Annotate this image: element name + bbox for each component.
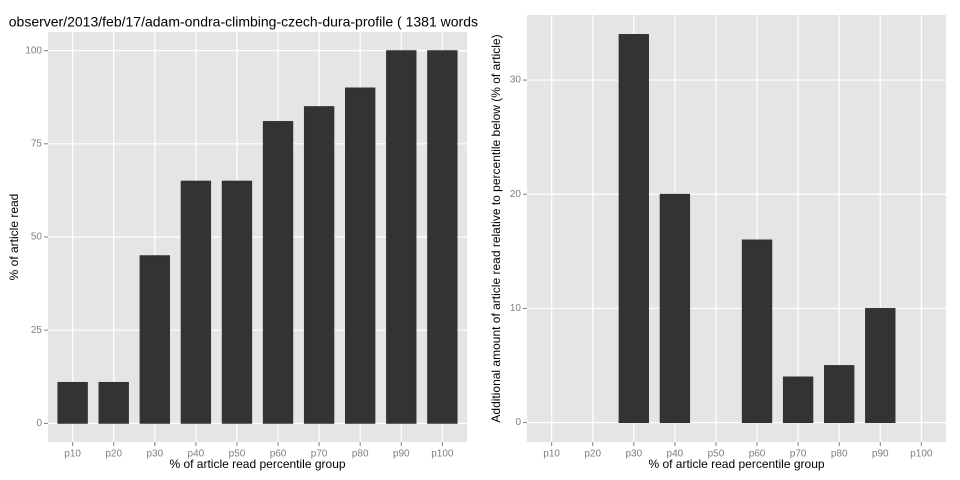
x-axis-label: % of article read percentile group xyxy=(169,457,345,471)
x-tick-label: p60 xyxy=(270,449,287,460)
bar xyxy=(741,239,773,423)
x-tick-label: p100 xyxy=(910,449,933,460)
bar xyxy=(139,255,170,424)
x-tick-label: p80 xyxy=(831,449,848,460)
bar xyxy=(262,121,294,424)
bar xyxy=(865,308,896,423)
y-tick-label: 75 xyxy=(31,138,43,149)
bar xyxy=(659,193,691,423)
bar xyxy=(57,381,88,424)
bar xyxy=(221,180,253,424)
x-tick-label: p70 xyxy=(790,449,807,460)
x-tick-label: p60 xyxy=(749,449,766,460)
y-tick-label: 100 xyxy=(25,45,42,56)
y-tick-label: 20 xyxy=(510,189,522,200)
bar xyxy=(782,376,814,423)
x-tick-label: p20 xyxy=(105,449,122,460)
y-tick-label: 50 xyxy=(31,232,43,243)
y-axis-label: % of article read xyxy=(7,194,21,281)
x-tick-label: p30 xyxy=(625,449,642,460)
x-tick-label: p40 xyxy=(188,449,205,460)
x-tick-label: p100 xyxy=(431,449,454,460)
bar xyxy=(618,34,649,423)
x-tick-label: p90 xyxy=(872,449,889,460)
bar xyxy=(98,381,129,424)
x-tick-label: p80 xyxy=(352,449,369,460)
y-tick-label: 25 xyxy=(31,325,43,336)
y-tick-label: 30 xyxy=(510,75,522,86)
x-tick-label: p20 xyxy=(584,449,601,460)
bar xyxy=(180,180,212,424)
x-tick-label: p40 xyxy=(667,449,684,460)
x-tick-label: p50 xyxy=(229,449,246,460)
bar xyxy=(427,50,458,424)
x-tick-label: p10 xyxy=(64,449,81,460)
x-axis-label: % of article read percentile group xyxy=(648,457,824,471)
y-tick-label: 0 xyxy=(515,417,521,428)
bar xyxy=(303,106,335,424)
y-axis-label: Additional amount of article read relati… xyxy=(489,34,503,422)
bar xyxy=(386,50,417,424)
x-tick-label: p10 xyxy=(543,449,560,460)
bar xyxy=(824,365,855,423)
x-tick-label: p90 xyxy=(393,449,410,460)
y-tick-label: 10 xyxy=(510,303,522,314)
x-tick-label: p30 xyxy=(146,449,163,460)
x-tick-label: p70 xyxy=(311,449,328,460)
bar xyxy=(345,87,376,424)
y-tick-label: 0 xyxy=(36,418,42,429)
x-tick-label: p50 xyxy=(708,449,725,460)
chart-title: observer/2013/feb/17/adam-ondra-climbing… xyxy=(9,14,478,30)
